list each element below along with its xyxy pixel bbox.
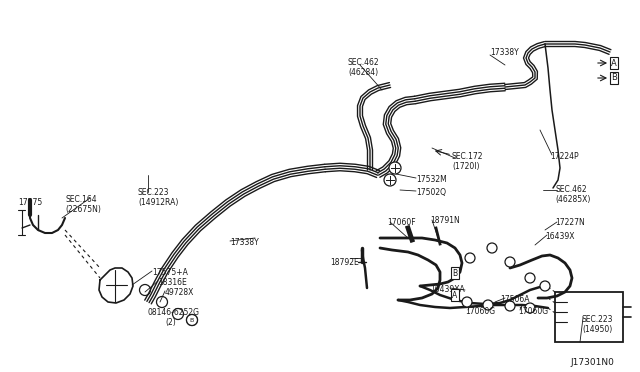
- Text: 17227N: 17227N: [555, 218, 585, 227]
- Circle shape: [186, 314, 198, 326]
- Text: 18792E: 18792E: [330, 258, 359, 267]
- Circle shape: [540, 281, 550, 291]
- Text: (2): (2): [165, 318, 176, 327]
- Text: 16439XA: 16439XA: [430, 285, 465, 294]
- Text: (14950): (14950): [582, 325, 612, 334]
- Circle shape: [487, 243, 497, 253]
- Bar: [555, 292, 623, 342]
- Text: (14912RA): (14912RA): [138, 198, 179, 207]
- Text: (22675N): (22675N): [65, 205, 101, 214]
- Text: SEC.223: SEC.223: [582, 315, 614, 324]
- Text: 16439X: 16439X: [545, 232, 575, 241]
- Circle shape: [389, 162, 401, 174]
- Text: 18791N: 18791N: [430, 216, 460, 225]
- Circle shape: [384, 174, 396, 186]
- Text: 17060G: 17060G: [518, 307, 548, 316]
- Text: 17060F: 17060F: [387, 218, 415, 227]
- Circle shape: [505, 301, 515, 311]
- Text: 17532M: 17532M: [416, 175, 447, 184]
- Text: 17506A: 17506A: [500, 295, 529, 304]
- Circle shape: [465, 253, 475, 263]
- Text: 17338Y: 17338Y: [490, 48, 519, 57]
- Circle shape: [525, 273, 535, 283]
- Text: 08146-6252G: 08146-6252G: [148, 308, 200, 317]
- Text: 17338Y: 17338Y: [230, 238, 259, 247]
- Text: J17301N0: J17301N0: [570, 358, 614, 367]
- Text: 49728X: 49728X: [165, 288, 195, 297]
- Text: 17575: 17575: [18, 198, 42, 207]
- Text: SEC.462: SEC.462: [555, 185, 587, 194]
- Text: SEC.223: SEC.223: [138, 188, 170, 197]
- Text: SEC.172: SEC.172: [452, 152, 483, 161]
- Text: 18316E: 18316E: [158, 278, 187, 287]
- Text: 17502Q: 17502Q: [416, 188, 446, 197]
- Circle shape: [483, 300, 493, 310]
- Text: B: B: [611, 74, 617, 83]
- Circle shape: [505, 257, 515, 267]
- Text: (46285X): (46285X): [555, 195, 590, 204]
- Text: B: B: [190, 317, 194, 323]
- Text: A: A: [611, 58, 617, 67]
- Text: B: B: [452, 269, 458, 278]
- Circle shape: [462, 297, 472, 307]
- Text: 17224P: 17224P: [550, 152, 579, 161]
- Text: A: A: [452, 291, 458, 299]
- Text: (1720I): (1720I): [452, 162, 479, 171]
- Circle shape: [525, 303, 535, 313]
- Text: SEC.164: SEC.164: [65, 195, 97, 204]
- Text: 17575+A: 17575+A: [152, 268, 188, 277]
- Text: (46284): (46284): [348, 68, 378, 77]
- Text: 17060G: 17060G: [465, 307, 495, 316]
- Text: SEC.462: SEC.462: [348, 58, 380, 67]
